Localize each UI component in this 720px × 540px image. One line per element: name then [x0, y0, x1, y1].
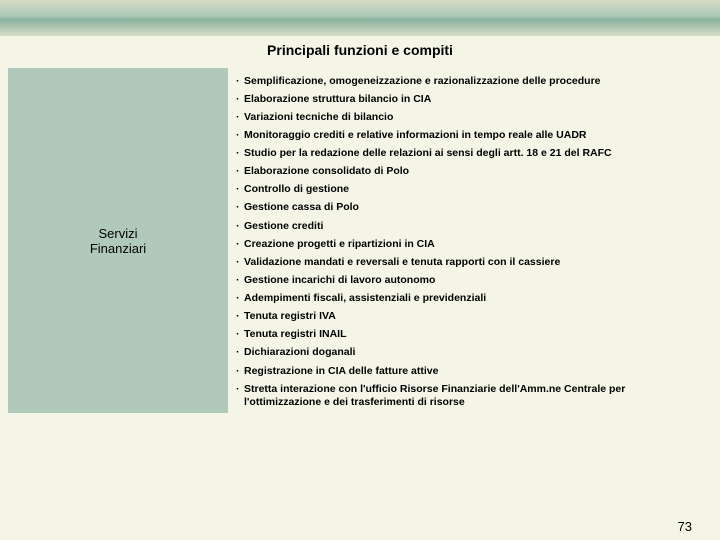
bullet-text: Validazione mandati e reversali e tenuta… [244, 256, 704, 269]
bullet-item: ·Stretta interazione con l'ufficio Risor… [236, 380, 704, 411]
bullet-text: Controllo di gestione [244, 183, 704, 196]
bullet-item: ·Registrazione in CIA delle fatture atti… [236, 362, 704, 380]
bullet-item: ·Gestione crediti [236, 217, 704, 235]
bullet-dot-icon: · [236, 147, 244, 160]
bullet-item: ·Elaborazione struttura bilancio in CIA [236, 90, 704, 108]
bullet-dot-icon: · [236, 93, 244, 106]
bullet-item: ·Dichiarazioni doganali [236, 344, 704, 362]
bullet-dot-icon: · [236, 75, 244, 88]
left-label-line1: Servizi [98, 226, 137, 241]
header-gradient-band [0, 0, 720, 36]
bullet-text: Gestione cassa di Polo [244, 201, 704, 214]
bullet-dot-icon: · [236, 165, 244, 178]
bullet-item: ·Gestione incarichi di lavoro autonomo [236, 271, 704, 289]
bullet-text: Monitoraggio crediti e relative informaz… [244, 129, 704, 142]
bullet-item: ·Gestione cassa di Polo [236, 199, 704, 217]
bullet-dot-icon: · [236, 111, 244, 124]
bullet-dot-icon: · [236, 383, 244, 409]
bullet-item: ·Elaborazione consolidato di Polo [236, 163, 704, 181]
bullet-text: Gestione incarichi di lavoro autonomo [244, 274, 704, 287]
bullet-text: Registrazione in CIA delle fatture attiv… [244, 365, 704, 378]
bullet-text: Adempimenti fiscali, assistenziali e pre… [244, 292, 704, 305]
bullet-dot-icon: · [236, 292, 244, 305]
bullet-item: ·Adempimenti fiscali, assistenziali e pr… [236, 290, 704, 308]
bullet-dot-icon: · [236, 129, 244, 142]
bullet-text: Variazioni tecniche di bilancio [244, 111, 704, 124]
bullet-text: Dichiarazioni doganali [244, 346, 704, 359]
bullet-item: ·Studio per la redazione delle relazioni… [236, 145, 704, 163]
bullet-item: ·Monitoraggio crediti e relative informa… [236, 126, 704, 144]
bullet-text: Studio per la redazione delle relazioni … [244, 147, 704, 160]
page-number: 73 [678, 519, 692, 534]
bullet-dot-icon: · [236, 220, 244, 233]
left-label-line2: Finanziari [90, 241, 146, 256]
bullet-dot-icon: · [236, 238, 244, 251]
bullet-item: ·Semplificazione, omogeneizzazione e raz… [236, 72, 704, 90]
bullet-text: Tenuta registri INAIL [244, 328, 704, 341]
bullet-text: Elaborazione struttura bilancio in CIA [244, 93, 704, 106]
bullet-dot-icon: · [236, 256, 244, 269]
left-column: Servizi Finanziari [8, 68, 228, 413]
bullet-dot-icon: · [236, 201, 244, 214]
bullet-text: Tenuta registri IVA [244, 310, 704, 323]
bullet-item: ·Variazioni tecniche di bilancio [236, 108, 704, 126]
bullet-item: ·Validazione mandati e reversali e tenut… [236, 253, 704, 271]
content-wrap: Servizi Finanziari ·Semplificazione, omo… [0, 68, 720, 413]
bullet-dot-icon: · [236, 183, 244, 196]
bullet-dot-icon: · [236, 328, 244, 341]
bullet-item: ·Tenuta registri IVA [236, 308, 704, 326]
bullet-item: ·Controllo di gestione [236, 181, 704, 199]
bullet-item: ·Tenuta registri INAIL [236, 326, 704, 344]
bullet-dot-icon: · [236, 365, 244, 378]
bullet-text: Stretta interazione con l'ufficio Risors… [244, 383, 704, 409]
bullet-text: Gestione crediti [244, 220, 704, 233]
bullet-text: Semplificazione, omogeneizzazione e razi… [244, 75, 704, 88]
page-title: Principali funzioni e compiti [0, 36, 720, 68]
bullet-dot-icon: · [236, 310, 244, 323]
bullet-dot-icon: · [236, 274, 244, 287]
bullet-text: Creazione progetti e ripartizioni in CIA [244, 238, 704, 251]
right-column: ·Semplificazione, omogeneizzazione e raz… [228, 68, 712, 413]
bullet-text: Elaborazione consolidato di Polo [244, 165, 704, 178]
bullet-dot-icon: · [236, 346, 244, 359]
bullet-item: ·Creazione progetti e ripartizioni in CI… [236, 235, 704, 253]
